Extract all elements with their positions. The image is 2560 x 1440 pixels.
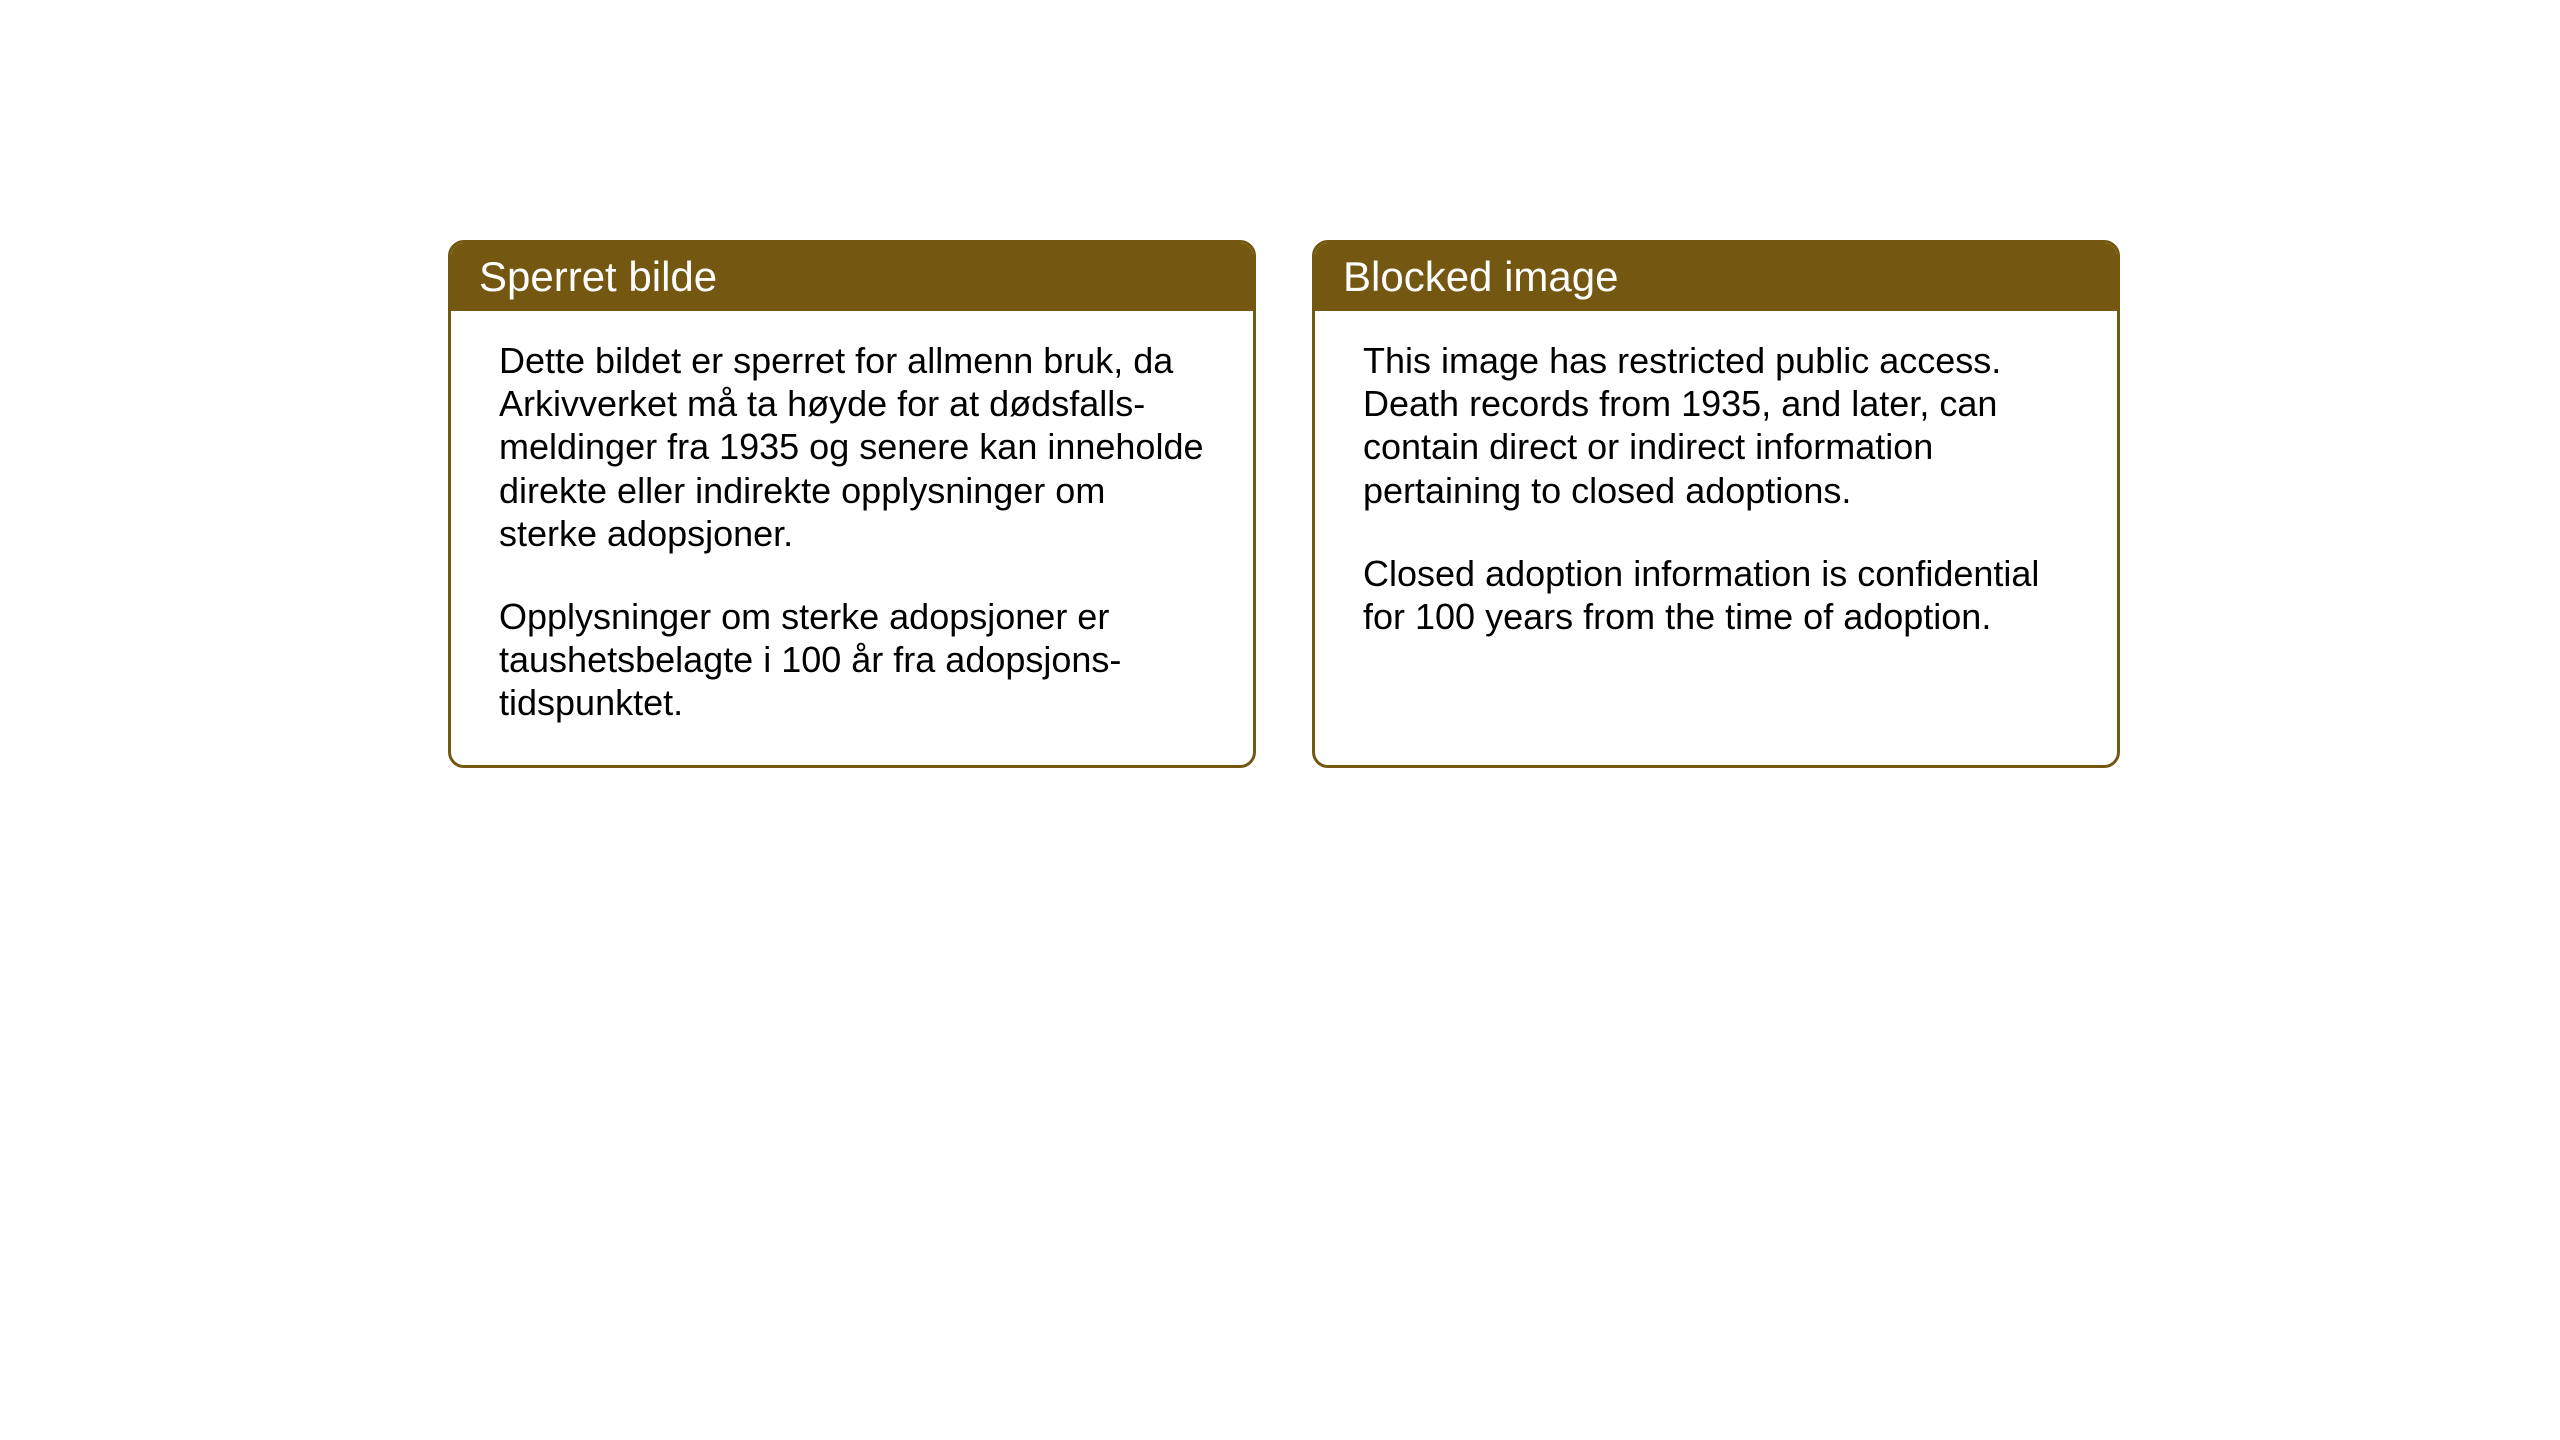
card-paragraph-1-norwegian: Dette bildet er sperret for allmenn bruk…: [499, 339, 1205, 555]
card-body-english: This image has restricted public access.…: [1315, 311, 2117, 711]
card-norwegian: Sperret bilde Dette bildet er sperret fo…: [448, 240, 1256, 768]
card-title-norwegian: Sperret bilde: [479, 253, 717, 300]
cards-container: Sperret bilde Dette bildet er sperret fo…: [448, 240, 2120, 768]
card-english: Blocked image This image has restricted …: [1312, 240, 2120, 768]
card-title-english: Blocked image: [1343, 253, 1618, 300]
card-header-norwegian: Sperret bilde: [451, 243, 1253, 311]
card-paragraph-1-english: This image has restricted public access.…: [1363, 339, 2069, 512]
card-body-norwegian: Dette bildet er sperret for allmenn bruk…: [451, 311, 1253, 765]
card-paragraph-2-english: Closed adoption information is confident…: [1363, 552, 2069, 638]
card-header-english: Blocked image: [1315, 243, 2117, 311]
card-paragraph-2-norwegian: Opplysninger om sterke adopsjoner er tau…: [499, 595, 1205, 725]
